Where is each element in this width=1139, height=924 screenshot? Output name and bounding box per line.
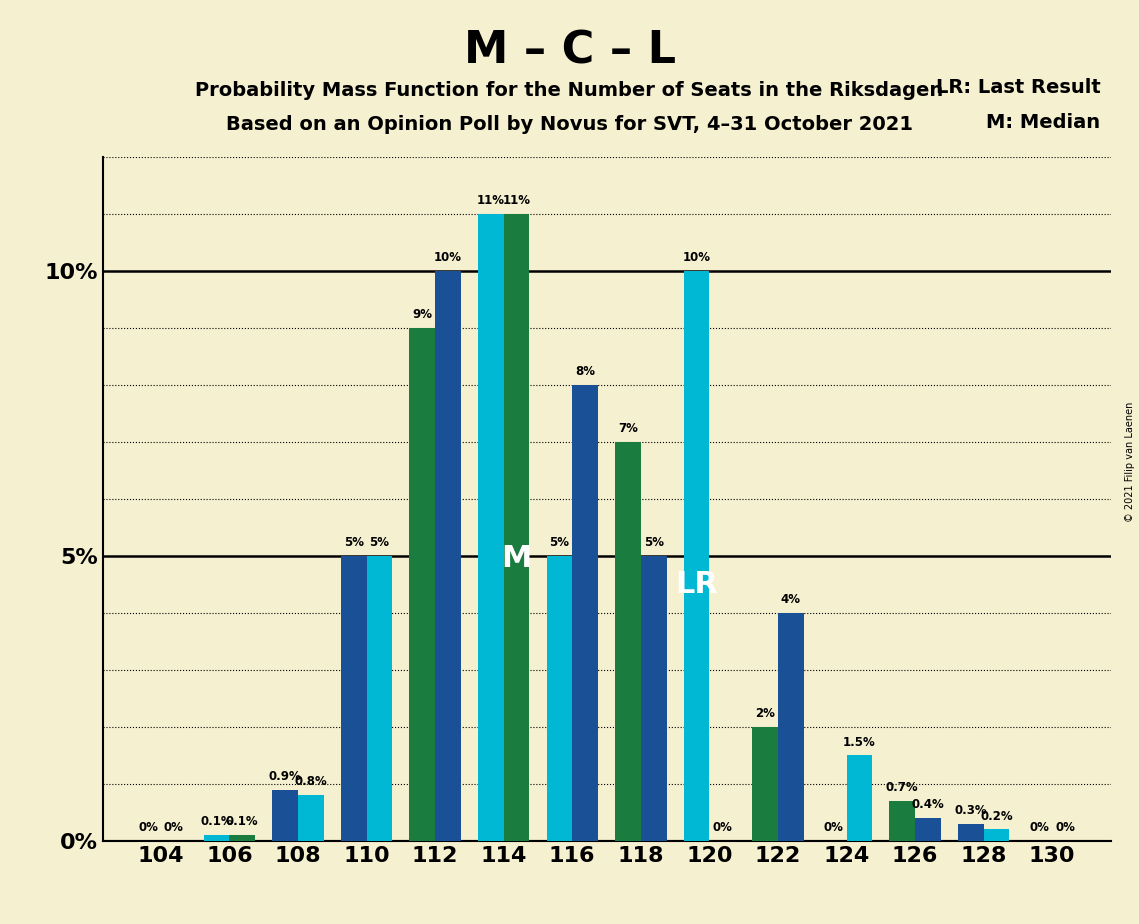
Text: 2%: 2%: [755, 707, 775, 720]
Text: 0.4%: 0.4%: [911, 798, 944, 811]
Text: 0%: 0%: [1055, 821, 1075, 834]
Bar: [435, 271, 461, 841]
Bar: [298, 796, 323, 841]
Bar: [272, 789, 298, 841]
Bar: [615, 442, 641, 841]
Text: 1.5%: 1.5%: [843, 736, 876, 748]
Text: 0.2%: 0.2%: [981, 809, 1013, 822]
Text: © 2021 Filip van Laenen: © 2021 Filip van Laenen: [1125, 402, 1134, 522]
Text: Probability Mass Function for the Number of Seats in the Riksdagen: Probability Mass Function for the Number…: [196, 81, 943, 101]
Bar: [846, 756, 872, 841]
Bar: [229, 835, 255, 841]
Text: 7%: 7%: [618, 422, 638, 435]
Text: 11%: 11%: [502, 194, 531, 207]
Text: LR: LR: [675, 570, 718, 599]
Text: 0%: 0%: [1030, 821, 1049, 834]
Text: 11%: 11%: [477, 194, 505, 207]
Bar: [915, 818, 941, 841]
Bar: [367, 556, 392, 841]
Text: Based on an Opinion Poll by Novus for SVT, 4–31 October 2021: Based on an Opinion Poll by Novus for SV…: [226, 116, 913, 135]
Text: M: Median: M: Median: [986, 113, 1100, 131]
Text: LR: Last Result: LR: Last Result: [936, 79, 1100, 97]
Text: 5%: 5%: [344, 536, 363, 549]
Text: 0%: 0%: [138, 821, 158, 834]
Bar: [984, 830, 1009, 841]
Text: 0.7%: 0.7%: [886, 781, 918, 794]
Text: 0%: 0%: [164, 821, 183, 834]
Bar: [890, 801, 915, 841]
Text: 0.1%: 0.1%: [226, 815, 259, 828]
Bar: [641, 556, 666, 841]
Text: 5%: 5%: [644, 536, 664, 549]
Bar: [752, 727, 778, 841]
Bar: [409, 328, 435, 841]
Text: 10%: 10%: [434, 251, 462, 264]
Bar: [547, 556, 572, 841]
Bar: [204, 835, 229, 841]
Bar: [478, 214, 503, 841]
Text: M – C – L: M – C – L: [464, 30, 675, 73]
Bar: [503, 214, 530, 841]
Text: 5%: 5%: [549, 536, 570, 549]
Bar: [341, 556, 367, 841]
Text: 0.8%: 0.8%: [294, 775, 327, 788]
Text: 0.9%: 0.9%: [269, 770, 302, 783]
Text: 10%: 10%: [682, 251, 711, 264]
Text: 8%: 8%: [575, 365, 595, 378]
Text: 5%: 5%: [369, 536, 390, 549]
Text: 4%: 4%: [781, 593, 801, 606]
Text: 0%: 0%: [712, 821, 732, 834]
Bar: [958, 824, 984, 841]
Text: M: M: [501, 544, 532, 573]
Bar: [778, 613, 804, 841]
Text: 0.3%: 0.3%: [954, 804, 988, 817]
Text: 0.1%: 0.1%: [200, 815, 232, 828]
Bar: [683, 271, 710, 841]
Text: 0%: 0%: [823, 821, 844, 834]
Bar: [572, 385, 598, 841]
Text: 9%: 9%: [412, 309, 432, 322]
